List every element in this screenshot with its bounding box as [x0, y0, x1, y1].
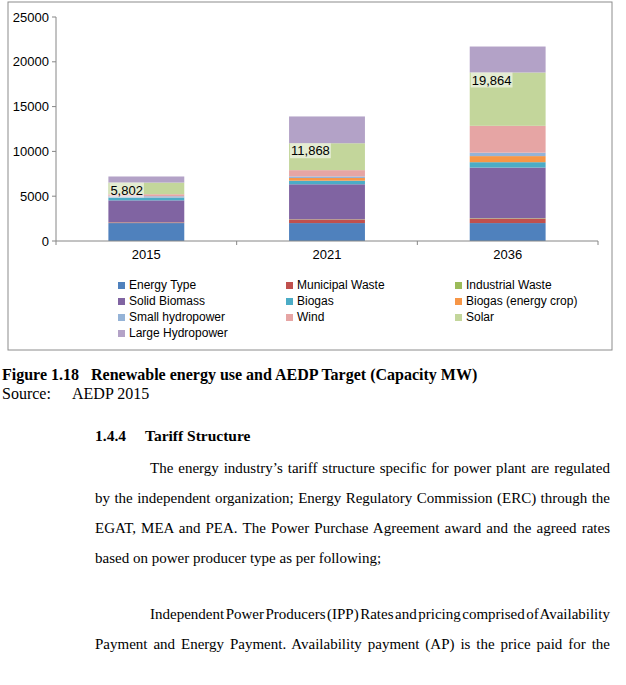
paragraph-line: Payment and Energy Payment. Availability…: [95, 636, 610, 653]
paragraph-line: EGAT, MEA and PEA. The Power Purchase Ag…: [95, 520, 610, 536]
caption-label: Figure 1.18: [2, 366, 79, 384]
bar-segment: [108, 200, 184, 222]
x-tick: [417, 241, 418, 245]
y-tick: [52, 106, 56, 107]
legend-swatch: [455, 282, 462, 289]
legend-swatch: [455, 314, 462, 321]
bar-segment: [289, 223, 365, 241]
legend-label: Large Hydropower: [129, 326, 228, 340]
bar-segment: [289, 184, 365, 219]
source-text: AEDP 2015: [72, 385, 149, 402]
source-label: Source:: [2, 385, 51, 402]
y-tick-label: 15000: [13, 99, 49, 114]
legend-label: Industrial Waste: [466, 278, 552, 292]
legend-swatch: [118, 282, 125, 289]
annotation: 5,802: [110, 183, 143, 198]
x-tick-label: 2036: [493, 247, 522, 262]
y-tick: [52, 241, 56, 242]
bar-segment: [470, 219, 546, 223]
x-axis: [56, 241, 598, 242]
section-number: 1.4.4: [95, 427, 126, 444]
bar-segment: [470, 168, 546, 219]
bar-segment: [470, 126, 546, 153]
paragraph-line: Independent Power Producers (IPP) Rates …: [150, 606, 610, 623]
bar-segment: [289, 170, 365, 176]
bar-segment: [470, 223, 546, 241]
y-tick-label: 20000: [13, 54, 49, 69]
y-tick-label: 0: [42, 234, 49, 249]
paragraph-line: by the independent organization; Energy …: [95, 490, 610, 507]
bar-segment: [108, 198, 184, 201]
y-tick: [52, 17, 56, 18]
y-axis: [56, 17, 57, 241]
y-tick-label: 25000: [13, 10, 49, 25]
bar-segment: [470, 47, 546, 73]
legend-label: Energy Type: [129, 278, 196, 292]
x-tick: [236, 241, 237, 245]
bar-segment: [289, 219, 365, 223]
legend-swatch: [118, 314, 125, 321]
annotation-patch: [109, 183, 144, 198]
legend-swatch: [286, 314, 293, 321]
bars: [108, 47, 545, 241]
legend-swatch: [455, 298, 462, 305]
caption-text: Renewable energy use and AEDP Target (Ca…: [91, 366, 477, 384]
bar-segment: [108, 223, 184, 241]
legend-label: Municipal Waste: [297, 278, 385, 292]
x-tick-label: 2021: [313, 247, 342, 262]
x-tick: [598, 241, 599, 245]
chart-frame: [8, 2, 612, 350]
legend-swatch: [286, 298, 293, 305]
bar-segment: [289, 176, 365, 178]
y-tick-label: 5000: [20, 189, 49, 204]
legend-label: Wind: [297, 310, 324, 324]
annotation-patch: [290, 143, 331, 158]
bar-segment: [289, 178, 365, 181]
bar-segment: [289, 116, 365, 143]
legend-label: Solar: [466, 310, 494, 324]
annotation: 19,864: [472, 73, 512, 88]
bar-segment: [470, 73, 546, 126]
bar-segment: [470, 153, 546, 156]
bar-segment: [289, 181, 365, 185]
legend-label: Biogas (energy crop): [466, 294, 577, 308]
y-tick-label: 10000: [13, 144, 49, 159]
paragraph-line: The energy industry’s tariff structure s…: [150, 460, 610, 476]
x-tick-label: 2015: [132, 247, 161, 262]
bar-segment: [470, 156, 546, 162]
legend-swatch: [118, 298, 125, 305]
y-tick: [52, 151, 56, 152]
page: 0 5000 10000 15000 20000 25000 2015 2021 2036 5,8…: [0, 0, 626, 685]
y-tick: [52, 196, 56, 197]
y-tick: [52, 61, 56, 62]
legend-swatch: [286, 282, 293, 289]
legend-swatch: [118, 330, 125, 337]
paragraph-line: based on power producer type as per foll…: [95, 550, 381, 566]
annotation-patch: [471, 73, 513, 88]
bar-segment: [289, 143, 365, 170]
section-title: Tariff Structure: [145, 427, 251, 444]
x-tick: [56, 241, 57, 245]
legend-label: Small hydropower: [129, 310, 225, 324]
legend-label: Solid Biomass: [129, 294, 205, 308]
bar-segment: [470, 162, 546, 167]
legend-label: Biogas: [297, 294, 334, 308]
annotation: 11,868: [291, 143, 330, 158]
